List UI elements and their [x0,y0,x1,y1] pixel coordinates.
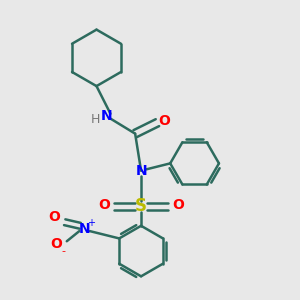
Text: N: N [79,222,90,236]
Text: S: S [135,197,147,215]
Text: -: - [62,246,66,256]
Text: O: O [172,198,184,212]
Text: +: + [87,218,94,228]
Text: H: H [91,113,100,126]
Text: O: O [98,198,110,212]
Text: N: N [101,109,113,123]
Text: O: O [158,114,170,128]
Text: O: O [48,211,60,224]
Text: N: N [135,164,147,178]
Text: O: O [50,237,62,250]
